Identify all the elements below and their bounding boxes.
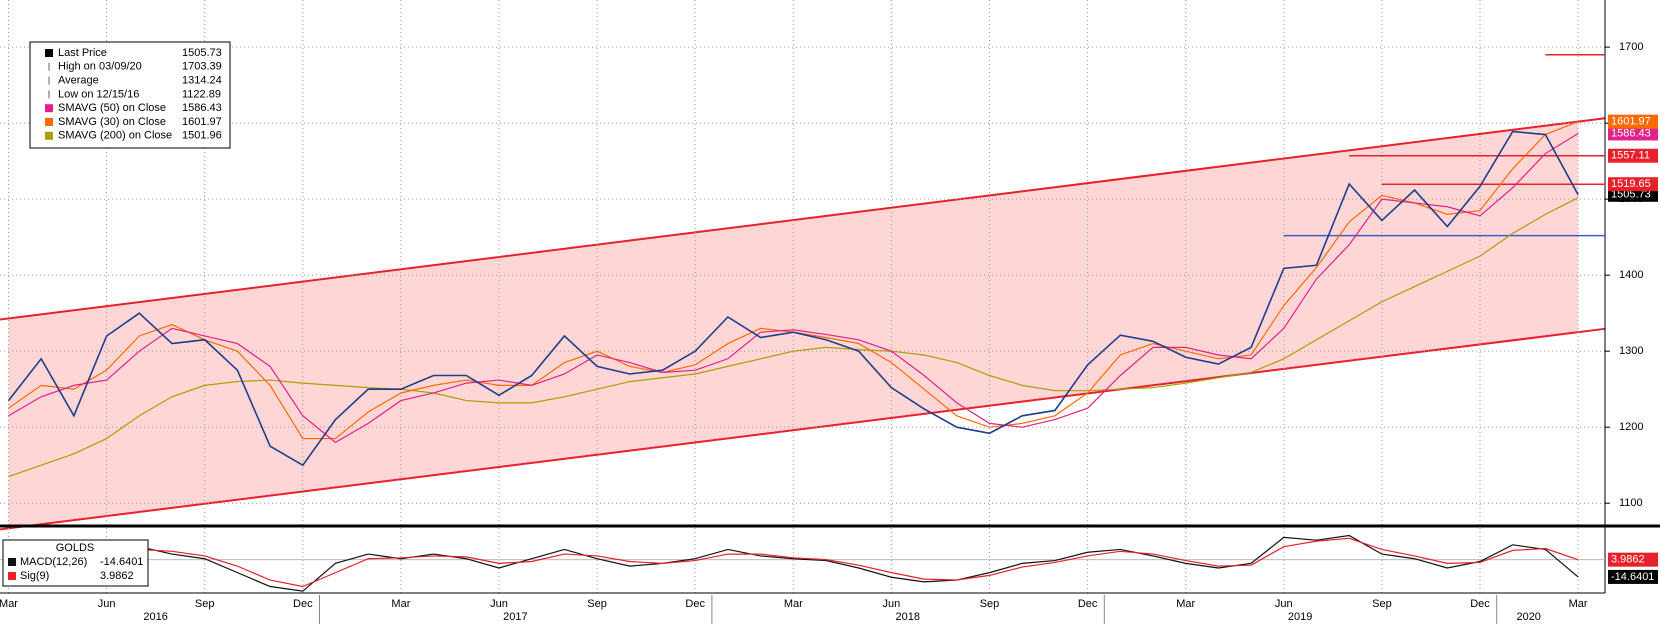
value-box-label: 1601.97 (1611, 116, 1651, 128)
value-box-label: -14.6401 (1611, 571, 1654, 583)
series-line (8, 534, 1579, 592)
year-label: 2018 (896, 611, 920, 623)
y-tick-label: 1100 (1619, 497, 1643, 509)
x-tick-label: Mar (784, 598, 803, 610)
legend-box (29, 41, 231, 149)
x-tick-label: Mar (0, 598, 18, 610)
macd-title: GOLDS (56, 542, 95, 554)
channel-line (0, 117, 1606, 321)
x-tick-label: Mar (1176, 598, 1195, 610)
legend-label: Average (58, 75, 99, 87)
value-box (1608, 552, 1658, 567)
year-label: 2019 (1288, 611, 1312, 623)
legend-swatch (8, 558, 16, 566)
legend-label: SMAVG (200) on Close (58, 130, 172, 142)
legend-value: 3.9862 (100, 570, 134, 582)
series-line (8, 197, 1579, 478)
legend-label: Last Price (58, 47, 107, 59)
legend-value: 1703.39 (182, 61, 222, 73)
legend-value: 1314.24 (182, 75, 222, 87)
y-tick-label: 1700 (1619, 41, 1643, 53)
x-tick-label: Sep (195, 598, 215, 610)
x-tick-label: Dec (1078, 598, 1098, 610)
x-tick-label: Sep (980, 598, 1000, 610)
value-box (1608, 569, 1658, 584)
x-tick-label: Jun (1275, 598, 1293, 610)
legend-label: Low on 12/15/16 (58, 88, 139, 100)
x-tick-label: Sep (1372, 598, 1392, 610)
x-tick-label: Dec (1470, 598, 1490, 610)
legend-value: 1586.43 (182, 102, 222, 114)
y-tick-label: 1300 (1619, 345, 1643, 357)
legend-value: 1601.97 (182, 116, 222, 128)
y-tick-label: 1400 (1619, 269, 1643, 281)
legend-label: SMAVG (50) on Close (58, 102, 166, 114)
value-box-label: 1505.73 (1611, 189, 1651, 201)
legend-value: 1505.73 (182, 47, 222, 59)
legend-swatch (45, 49, 53, 57)
legend-swatch (45, 118, 53, 126)
legend-label: SMAVG (30) on Close (58, 116, 166, 128)
value-box-label: 1519.65 (1611, 178, 1651, 190)
value-box-label: 1586.43 (1611, 127, 1651, 139)
year-label: 2020 (1516, 611, 1540, 623)
y-tick-label: 1200 (1619, 421, 1643, 433)
legend-label: Sig(9) (20, 570, 49, 582)
value-box-label: 3.9862 (1611, 554, 1645, 566)
x-tick-label: Jun (883, 598, 901, 610)
series-line (7, 130, 1579, 467)
x-tick-label: Mar (391, 598, 410, 610)
value-box (1608, 126, 1658, 141)
x-tick-label: Mar (1569, 598, 1588, 610)
legend-value: -14.6401 (100, 556, 143, 568)
legend-box (2, 539, 149, 587)
legend-value: 1501.96 (182, 130, 222, 142)
legend-label: MACD(12,26) (20, 556, 87, 568)
x-tick-label: Jun (98, 598, 116, 610)
legend-swatch (45, 131, 53, 140)
channel-line (0, 327, 1606, 531)
value-box (1608, 187, 1658, 202)
year-label: 2017 (503, 611, 527, 623)
value-box-label: 1557.11 (1611, 150, 1650, 162)
x-tick-label: Sep (587, 598, 607, 610)
legend-label: High on 03/09/20 (58, 61, 142, 73)
series-line (8, 537, 1579, 588)
value-box (1608, 148, 1658, 163)
value-box (1608, 114, 1658, 129)
series-line (8, 132, 1579, 444)
year-label: 2016 (143, 611, 167, 623)
macd-legend: GOLDS MACD(12,26) -14.6401 Sig(9) 3.9862 (2, 539, 149, 587)
x-tick-label: Jun (490, 598, 508, 610)
legend-swatch (45, 104, 53, 113)
legend-value: 1122.89 (182, 88, 221, 100)
x-tick-label: Dec (685, 598, 705, 610)
x-tick-label: Dec (293, 598, 313, 610)
legend: Last Price 1505.73 High on 03/09/20 1703.39… (29, 41, 231, 149)
value-box (1608, 177, 1658, 192)
legend-swatch (8, 572, 16, 580)
